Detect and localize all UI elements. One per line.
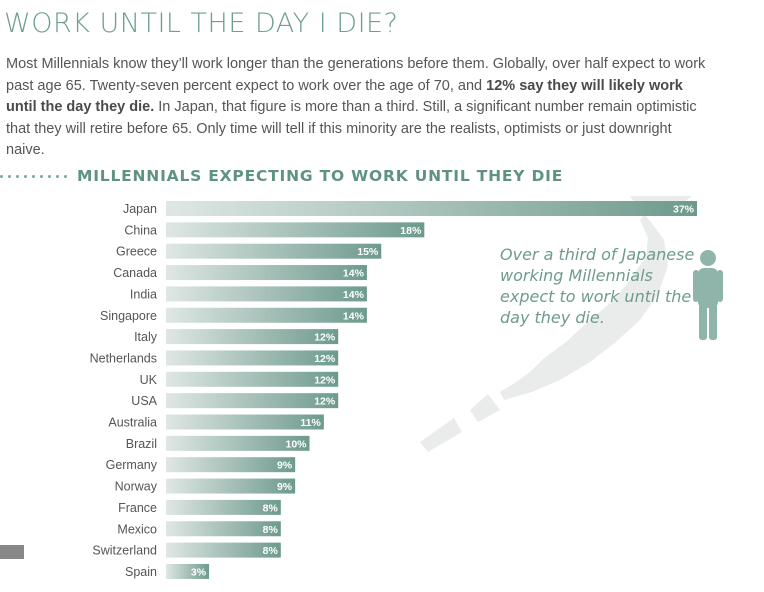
bar-chart: Japan 37% China 18% Greece 15% Canada 14% India 1… [90,196,723,579]
bar-norway [166,478,296,494]
bar-uk [166,371,339,387]
value-label-italy: 12% [314,332,336,344]
section-title: MILLENNIALS EXPECTING TO WORK UNTIL THEY… [77,167,564,185]
category-label-canada: Canada [113,266,157,280]
section-header: MILLENNIALS EXPECTING TO WORK UNTIL THEY… [0,165,563,187]
man-silhouette-icon [693,250,723,340]
value-label-mexico: 8% [263,524,279,536]
bar-canada [166,265,367,281]
bar-france [166,499,281,515]
category-label-mexico: Mexico [117,522,157,536]
bar-brazil [166,435,310,451]
intro-text-part2: In Japan, that figure is more than a thi… [6,99,697,158]
category-label-usa: USA [131,394,157,408]
value-label-australia: 11% [300,417,321,429]
bar-india [166,286,367,302]
bar-switzerland [166,542,281,558]
category-label-greece: Greece [116,245,157,259]
value-label-spain: 3% [191,566,207,578]
intro-text-part1: Most Millennials know they’ll work longe… [6,56,706,94]
dotted-rule [0,174,67,178]
value-label-france: 8% [263,502,279,514]
category-label-france: France [118,501,157,515]
category-label-brazil: Brazil [126,437,157,451]
decorative-gray-bar [0,545,24,559]
value-label-germany: 9% [277,460,293,472]
value-label-india: 14% [343,289,365,301]
bar-china [166,222,425,238]
bar-mexico [166,521,281,537]
japan-map-silhouette [420,196,692,452]
bar-spain [166,563,210,579]
callout-text: Over a third of Japanese working Millenn… [500,245,695,327]
bar-singapore [166,307,367,323]
value-label-switzerland: 8% [263,545,279,557]
value-label-usa: 12% [314,396,336,408]
intro-text-bold: 12% say they will likely work until the … [6,77,683,116]
category-label-singapore: Singapore [100,309,157,323]
bar-usa [166,393,339,409]
category-label-germany: Germany [106,458,158,472]
category-label-china: China [124,223,157,237]
value-label-greece: 15% [357,246,379,258]
category-label-norway: Norway [115,480,158,494]
value-label-brazil: 10% [285,438,307,450]
category-label-spain: Spain [125,565,157,579]
value-label-china: 18% [400,225,422,237]
value-label-canada: 14% [343,268,365,280]
value-label-netherlands: 12% [314,353,336,365]
value-label-japan: 37% [673,204,695,216]
value-label-uk: 12% [314,374,336,386]
category-label-netherlands: Netherlands [90,351,157,365]
bar-italy [166,329,339,345]
bar-australia [166,414,324,430]
category-label-india: India [130,287,157,301]
bar-japan [166,201,697,216]
category-label-switzerland: Switzerland [92,544,157,558]
bar-netherlands [166,350,339,366]
value-label-norway: 9% [277,481,293,493]
bars: Japan 37% China 18% Greece 15% Canada 14% India 1… [90,201,697,579]
page-title: WORK UNTIL THE DAY I DIE? [4,8,399,39]
intro-paragraph: Most Millennials know they’ll work longe… [6,54,706,162]
category-label-uk: UK [140,373,158,387]
bar-germany [166,457,296,473]
value-label-singapore: 14% [343,310,365,322]
category-label-japan: Japan [123,202,157,216]
bar-greece [166,243,382,259]
category-label-australia: Australia [108,416,157,430]
category-label-italy: Italy [134,330,158,344]
